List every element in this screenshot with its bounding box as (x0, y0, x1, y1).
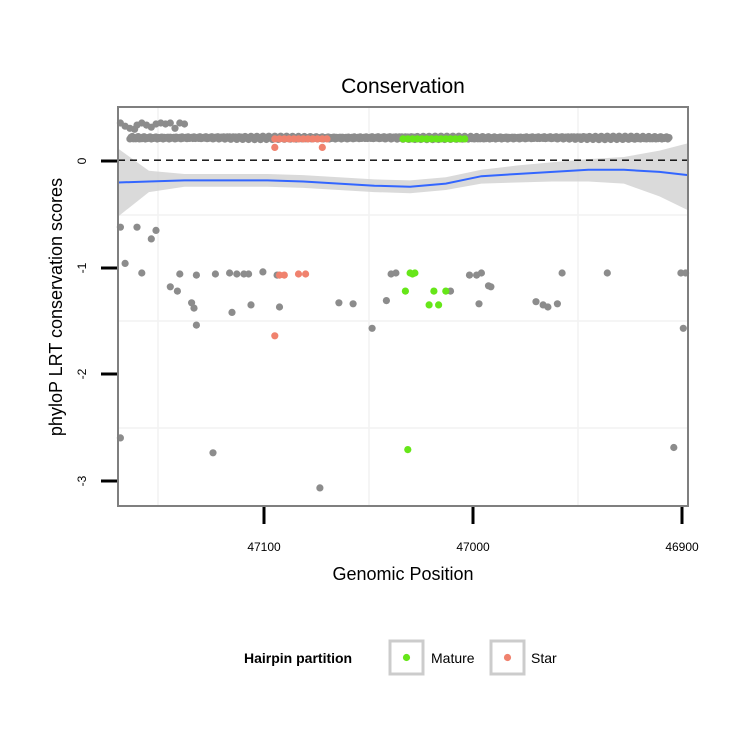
data-point-star (323, 135, 331, 143)
data-point-other (603, 269, 611, 277)
data-point-other (679, 324, 687, 332)
data-point-star (271, 332, 279, 340)
data-point-other (487, 283, 495, 291)
data-point-mature (430, 287, 438, 295)
data-point-mature (411, 269, 419, 277)
data-point-other (192, 271, 200, 279)
data-point-other (245, 270, 253, 278)
data-point-mature (425, 301, 433, 309)
legend-label-mature: Mature (431, 650, 475, 666)
x-tick-label: 46900 (665, 540, 699, 554)
data-points (116, 119, 690, 492)
x-tick-label: 47000 (456, 540, 490, 554)
x-axis: 47100 47000 46900 Genomic Position (247, 507, 699, 584)
data-point-other (138, 269, 146, 277)
data-point-other (275, 303, 284, 311)
data-point-other (665, 134, 673, 142)
data-point-other (247, 301, 255, 309)
data-point-other (392, 269, 400, 277)
data-point-mature (401, 287, 409, 295)
y-tick-label: -1 (75, 262, 89, 273)
data-point-other (147, 235, 155, 243)
data-point-other (190, 304, 198, 312)
data-point-other (670, 443, 678, 452)
legend-key-mature (402, 653, 411, 662)
data-point-other (477, 269, 485, 277)
legend: Hairpin partition Mature Star (244, 639, 557, 676)
data-point-other (152, 226, 160, 234)
data-point-other (233, 270, 241, 278)
data-point-other (335, 299, 343, 307)
y-tick-label: 0 (75, 157, 89, 164)
y-tick-label: -2 (75, 368, 89, 379)
data-point-other (211, 270, 219, 278)
legend-key-box-star (489, 639, 526, 676)
data-point-other (133, 223, 141, 231)
data-point-other (316, 484, 324, 492)
data-point-other (532, 298, 540, 306)
smooth-trend-line (117, 168, 689, 188)
data-point-other (228, 308, 236, 316)
data-point-other (558, 269, 566, 277)
data-point-other (166, 283, 174, 291)
legend-label-star: Star (531, 650, 557, 666)
y-axis: 0 -1 -2 -3 phyloP LRT conservation score… (46, 157, 117, 486)
data-point-mature (435, 301, 443, 309)
legend-title: Hairpin partition (244, 650, 352, 666)
data-point-star (294, 270, 303, 278)
y-axis-title: phyloP LRT conservation scores (46, 178, 66, 436)
data-point-star (318, 143, 326, 151)
data-point-mature (442, 287, 450, 295)
data-point-other (259, 268, 267, 276)
data-point-other (368, 324, 376, 332)
data-point-mature (461, 135, 469, 143)
data-point-other (349, 300, 357, 308)
data-point-other (166, 119, 174, 127)
data-point-mature (404, 446, 412, 454)
data-point-other (475, 300, 483, 308)
data-point-other (226, 269, 234, 277)
x-tick-label: 47100 (247, 540, 281, 554)
data-point-other (544, 303, 552, 311)
data-point-other (176, 270, 184, 278)
data-point-other (553, 300, 562, 308)
chart-title: Conservation (341, 75, 465, 98)
data-point-star (280, 271, 288, 279)
data-point-other (173, 287, 181, 295)
data-point-other (171, 124, 179, 132)
data-point-other (180, 120, 189, 128)
data-point-other (465, 271, 474, 279)
data-point-other (209, 449, 217, 457)
data-point-other (382, 297, 390, 305)
data-point-other (121, 259, 129, 267)
plot-border (117, 106, 689, 507)
data-point-star (302, 270, 310, 278)
data-point-other (192, 321, 200, 329)
x-axis-title: Genomic Position (332, 564, 473, 584)
legend-key-star (503, 653, 512, 662)
y-tick-label: -3 (75, 475, 89, 486)
legend-key-box-mature (388, 639, 425, 676)
data-point-star (271, 143, 279, 151)
